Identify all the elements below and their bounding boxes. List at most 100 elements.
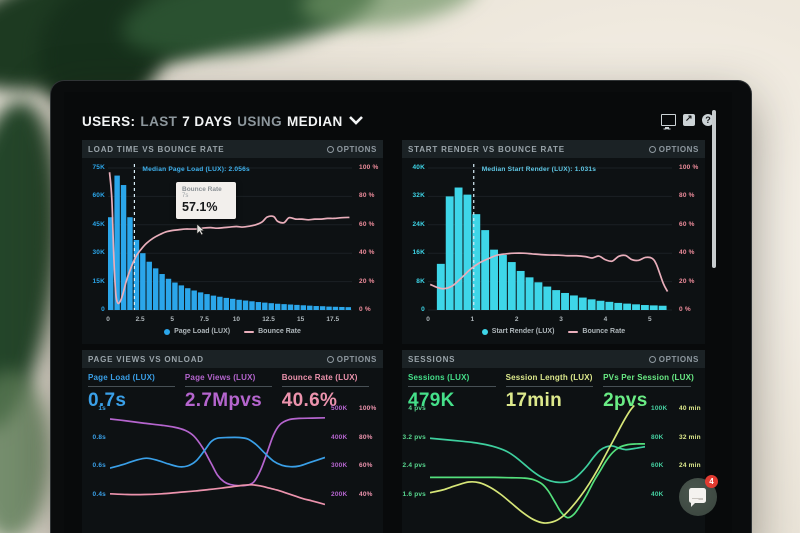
legend-line[interactable]: Bounce Rate xyxy=(244,328,301,335)
divider xyxy=(408,386,496,387)
divider xyxy=(603,386,691,387)
axis-tick: 80 % xyxy=(679,192,695,200)
x-axis-tick: 0 xyxy=(106,316,110,323)
title-median: MEDIAN xyxy=(286,114,343,129)
panel-header: START RENDER VS BOUNCE RATE OPTIONS xyxy=(402,140,705,158)
options-button[interactable]: OPTIONS xyxy=(648,145,699,154)
axis-tick: 0.6s xyxy=(92,462,106,469)
chevron-down-icon[interactable] xyxy=(348,115,364,125)
metric-pvs-per-session: PVs Per Session (LUX) 2pvs xyxy=(603,373,695,411)
x-axis-tick: 2.5 xyxy=(135,316,145,323)
axis-tick: 75K xyxy=(92,164,105,171)
scrollbar[interactable] xyxy=(712,110,716,268)
metric-bounce-rate: Bounce Rate (LUX) 40.6% xyxy=(281,373,379,412)
axis-tick: 60% xyxy=(359,462,373,469)
axis-tick: 20 % xyxy=(679,277,695,285)
x-axis-tick: 7.5 xyxy=(199,316,209,323)
x-axis-tick: 10 xyxy=(232,316,241,323)
metric-session-length: Session Length (LUX) 17min xyxy=(505,373,594,411)
x-axis-tick: 15 xyxy=(297,316,305,323)
axis-tick: 500K xyxy=(331,405,348,412)
bounce-rate-line xyxy=(108,172,350,305)
metrics-row: Page Load (LUX) 0.7s Page Views (LUX) 2.… xyxy=(88,373,379,412)
tooltip-label: Bounce Rate xyxy=(182,186,222,193)
bars-series xyxy=(108,175,351,310)
series-line xyxy=(430,443,645,519)
x-axis-tick: 3 xyxy=(559,316,563,323)
axis-tick: 100K xyxy=(651,405,668,412)
x-axis-tick: 2 xyxy=(514,316,519,323)
axis-tick: 32K xyxy=(412,192,425,200)
panel-load-time-vs-bounce-rate: LOAD TIME VS BOUNCE RATE OPTIONS Bounce … xyxy=(82,140,383,344)
options-button[interactable]: OPTIONS xyxy=(648,355,699,364)
help-icon[interactable]: ? xyxy=(702,114,714,126)
axis-tick: 100% xyxy=(359,405,377,412)
series-line xyxy=(430,437,645,484)
divider xyxy=(505,386,594,387)
metrics-row: Sessions (LUX) 479K Session Length (LUX)… xyxy=(408,373,701,412)
axis-tick: 40K xyxy=(412,164,425,171)
legend-line[interactable]: Bounce Rate xyxy=(568,328,625,335)
axis-tick: 60 % xyxy=(679,220,695,228)
metric-page-load: Page Load (LUX) 0.7s xyxy=(88,373,185,412)
axis-tick: 300K xyxy=(331,462,348,469)
axis-tick: 24 min xyxy=(679,462,701,469)
gear-icon xyxy=(326,145,334,153)
chat-widget-button[interactable]: 4 xyxy=(679,475,718,516)
panel-start-render-vs-bounce-rate: START RENDER VS BOUNCE RATE OPTIONS 40K 3… xyxy=(402,140,705,344)
axis-tick: 30K xyxy=(92,249,105,257)
x-axis-tick: 0 xyxy=(426,316,430,323)
axis-tick: 80K xyxy=(651,433,664,441)
axis-tick: 8K xyxy=(416,277,425,285)
panel-title: SESSIONS xyxy=(408,354,456,364)
axis-tick: 100 % xyxy=(679,164,699,171)
page-title[interactable]: USERS: LAST 7 DAYS USING MEDIAN xyxy=(82,114,369,129)
axis-tick: 0 xyxy=(101,306,105,313)
metric-sessions: Sessions (LUX) 479K xyxy=(408,373,506,412)
panel-header: SESSIONS OPTIONS xyxy=(402,350,705,368)
panel-header: LOAD TIME VS BOUNCE RATE OPTIONS xyxy=(82,140,383,158)
panel-header: PAGE VIEWS VS ONLOAD OPTIONS xyxy=(82,350,383,368)
legend-bars[interactable]: Page Load (LUX) xyxy=(164,328,230,335)
axis-tick: 2.4 pvs xyxy=(402,462,426,469)
legend-bars[interactable]: Start Render (LUX) xyxy=(481,328,554,335)
axis-tick: 1s xyxy=(98,405,106,412)
x-axis-tick: 1 xyxy=(470,316,475,323)
x-axis-tick: 5 xyxy=(648,316,652,323)
axis-tick: 20 % xyxy=(359,277,375,285)
axis-tick: 400K xyxy=(331,433,348,441)
axis-tick: 15K xyxy=(92,277,105,285)
axis-tick: 0 xyxy=(421,306,425,313)
gear-icon xyxy=(648,355,656,363)
axis-tick: 40 % xyxy=(359,249,375,257)
panel-title: LOAD TIME VS BOUNCE RATE xyxy=(88,144,225,154)
options-button[interactable]: OPTIONS xyxy=(326,145,377,154)
share-icon[interactable] xyxy=(683,113,695,126)
x-axis-tick: 5 xyxy=(170,316,175,323)
axis-tick: 0 % xyxy=(679,306,691,313)
bounce-rate-line xyxy=(429,252,669,292)
bars-series xyxy=(436,187,667,310)
panel-sessions: SESSIONS OPTIONS Sessions (LUX) 479K Ses… xyxy=(402,350,705,533)
median-annotation: Median Start Render (LUX): 1.031s xyxy=(481,166,597,173)
divider xyxy=(281,386,369,387)
axis-tick: 80% xyxy=(359,433,373,441)
title-users: USERS: xyxy=(82,114,136,129)
series-line xyxy=(430,404,635,524)
axis-tick: 80 % xyxy=(359,192,375,200)
title-using: USING xyxy=(237,114,282,129)
x-axis-tick: 4 xyxy=(603,316,608,323)
axis-tick: 0.8s xyxy=(92,433,106,441)
axis-tick: 3.2 pvs xyxy=(402,433,426,441)
axis-tick: 40K xyxy=(651,490,664,498)
display-icon[interactable] xyxy=(661,114,676,129)
x-axis-tick: 12.5 xyxy=(262,316,275,323)
series-line xyxy=(110,436,325,469)
axis-tick: 200K xyxy=(331,490,348,498)
axis-tick: 0 % xyxy=(359,306,371,313)
axis-tick: 4 pvs xyxy=(408,405,426,412)
options-button[interactable]: OPTIONS xyxy=(326,355,377,364)
axis-tick: 60K xyxy=(651,462,664,469)
axis-tick: 40% xyxy=(359,490,373,498)
